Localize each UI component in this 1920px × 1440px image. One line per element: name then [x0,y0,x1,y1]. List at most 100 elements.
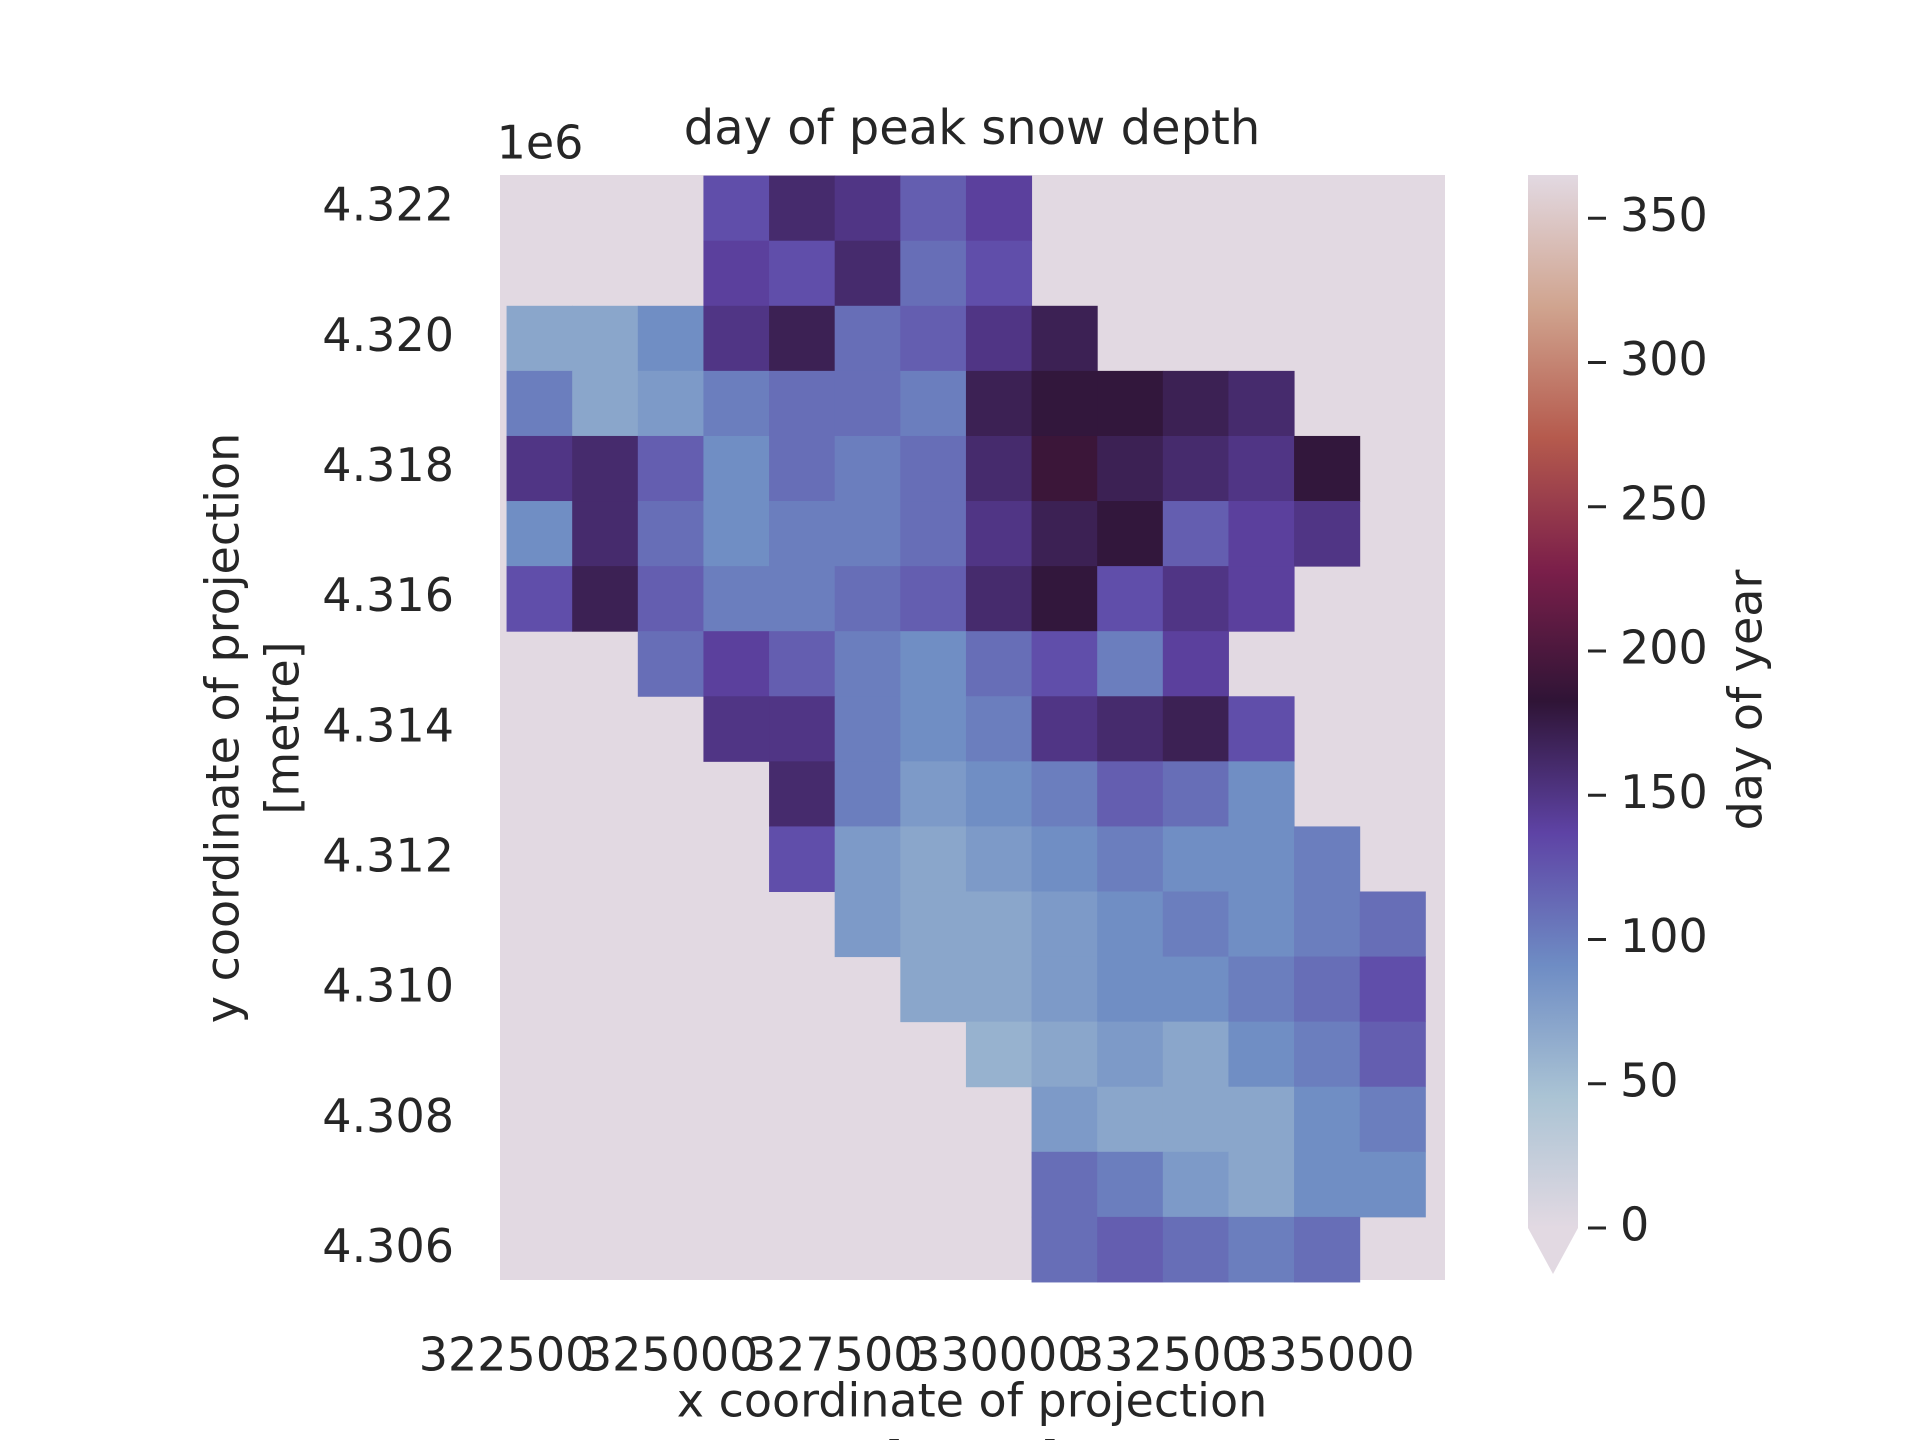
heatmap-cell [1031,1151,1098,1218]
y-tick-label: 4.314 [322,698,454,752]
heatmap-cell [1031,501,1098,567]
heatmap-cell [834,175,901,242]
heatmap-cell [1228,1021,1295,1088]
heatmap-cell [1228,1151,1295,1218]
heatmap-cell [965,435,1033,502]
heatmap-cell [1359,1021,1426,1088]
heatmap-cell [834,305,901,372]
heatmap-cell [900,631,967,697]
heatmap-cell [1228,761,1295,827]
heatmap-cell [1031,1216,1098,1283]
heatmap-cell [965,175,1033,242]
colorbar-label: day of year [1719,570,1773,831]
y-tick-label: 4.312 [322,828,454,882]
heatmap-cell [506,435,573,502]
x-tick-label: 332500 [1075,1328,1251,1382]
heatmap-cell [1162,1021,1229,1088]
heatmap-cell [572,305,639,372]
heatmap-cell [506,370,573,437]
heatmap-cell [703,240,770,307]
heatmap-cell [1097,370,1164,437]
offset-label: 1e6 [497,116,584,170]
heatmap-cell [703,305,770,372]
heatmap-cell [1162,1216,1229,1283]
heatmap-cell [572,501,639,567]
y-tick-label: 4.308 [322,1089,454,1143]
heatmap-cell [769,761,836,827]
heatmap-cell [965,501,1033,567]
heatmap-cell [900,826,967,892]
x-tick-label: 325000 [583,1328,759,1382]
heatmap-cell [1097,1216,1164,1283]
heatmap-cell [900,370,967,437]
heatmap-cell [637,435,704,502]
heatmap-cell [900,175,967,242]
heatmap-cell [965,696,1033,762]
heatmap-cell [834,696,901,762]
heatmap-cell [1359,1086,1426,1153]
heatmap-cell [900,305,967,372]
heatmap-cell [1162,1086,1229,1153]
heatmap-cell [1228,435,1295,502]
heatmap-cell [1294,1021,1361,1088]
heatmap-cell [1162,891,1229,958]
heatmap-cell [1228,501,1295,567]
colorbar-tick-label: 100 [1620,909,1708,963]
heatmap-cell [965,240,1033,307]
heatmap-cell [1097,566,1164,632]
heatmap-cell [965,1021,1033,1088]
heatmap-cell [965,566,1033,632]
heatmap-cell [1031,370,1098,437]
heatmap-cell [1031,696,1098,762]
heatmap-cell [1359,1151,1426,1218]
heatmap-cell [1162,956,1229,1023]
heatmap-cell [769,826,836,892]
heatmap-cell [834,566,901,632]
x-tick-label: 335000 [1239,1328,1415,1382]
heatmap-cell [1228,566,1295,632]
heatmap-cell [1031,631,1098,697]
heatmap-cell [703,696,770,762]
y-axis-label: [metre] [256,641,310,814]
heatmap-cell [1097,1151,1164,1218]
y-tick-label: 4.322 [322,178,454,232]
heatmap-cell [637,566,704,632]
heatmap-cell [1162,566,1229,632]
heatmap-cell [506,566,573,632]
colorbar-tick-label: 300 [1620,332,1708,386]
heatmap-cell [1162,696,1229,762]
heatmap-cell [703,631,770,697]
heatmap-cell [965,761,1033,827]
heatmap-cell [900,566,967,632]
heatmap-cell [1097,696,1164,762]
heatmap-cell [965,891,1033,958]
heatmap [506,175,1426,1283]
heatmap-cell [1162,826,1229,892]
colorbar-tick-label: 350 [1620,188,1708,242]
heatmap-cell [769,501,836,567]
heatmap-cell [834,891,901,958]
heatmap-cell [769,240,836,307]
heatmap-cell [1031,761,1098,827]
heatmap-cell [1228,891,1295,958]
colorbar [1528,175,1578,1228]
heatmap-cell [703,566,770,632]
colorbar-tick-label: 250 [1620,476,1708,530]
colorbar-tick-label: 0 [1620,1198,1649,1252]
heatmap-cell [769,631,836,697]
heatmap-cell [1031,956,1098,1023]
heatmap-cell [637,631,704,697]
heatmap-cell [1294,501,1361,567]
colorbar-tick-label: 50 [1620,1053,1679,1107]
heatmap-cell [1097,501,1164,567]
heatmap-cell [900,761,967,827]
heatmap-cell [769,435,836,502]
heatmap-cell [572,370,639,437]
heatmap-cell [703,501,770,567]
x-tick-label: 330000 [911,1328,1087,1382]
heatmap-cell [769,566,836,632]
y-tick-label: 4.310 [322,959,454,1013]
heatmap-cell [1162,370,1229,437]
heatmap-cell [965,826,1033,892]
